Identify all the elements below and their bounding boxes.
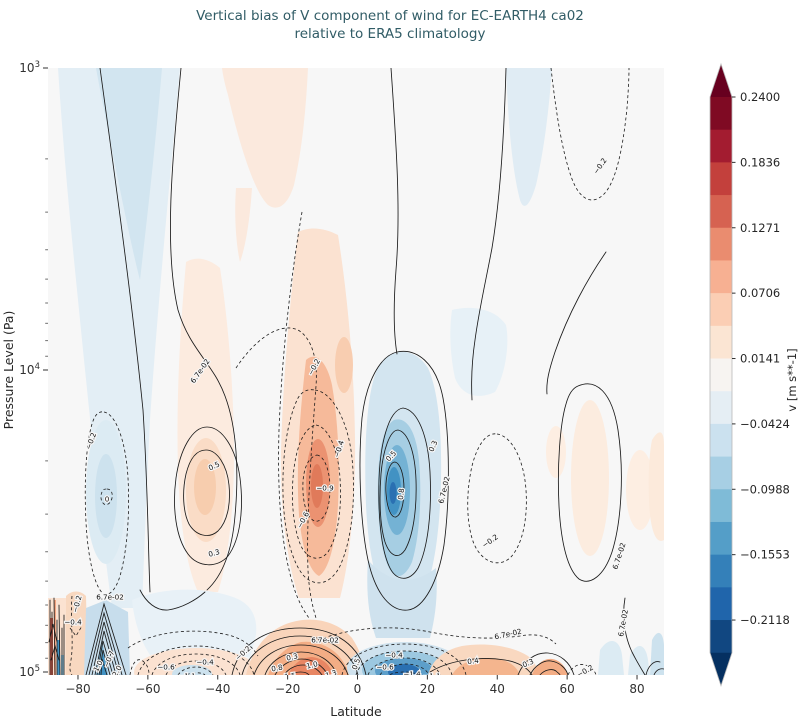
x-tick-label: 0: [354, 682, 362, 696]
x-tick-label: 60: [559, 682, 574, 696]
colorbar-segment: [710, 129, 732, 163]
x-tick-label: −80: [65, 682, 90, 696]
colorbar-segment: [710, 325, 732, 360]
colorbar-tick-label: 0.0706: [740, 286, 780, 300]
chart-title-line1: Vertical bias of V component of wind for…: [196, 8, 584, 24]
colorbar-segment: [710, 587, 732, 621]
contour-label: 0.4: [467, 656, 480, 667]
contour-label: −0.4: [64, 618, 82, 627]
colorbar-tick-label: −0.2118: [740, 613, 790, 627]
colorbar-tick-label: 0.1836: [740, 155, 780, 169]
x-tick-label: 80: [629, 682, 644, 696]
colorbar-label: v [m s**-1]: [785, 348, 799, 411]
x-tick-label: −40: [205, 682, 230, 696]
y-tick-label: 105: [19, 664, 40, 679]
filled-contours: [48, 68, 664, 675]
x-tick-label: −20: [275, 682, 300, 696]
contour-label: 6.7e-02: [311, 636, 339, 645]
colorbar-tick-label: −0.1553: [740, 548, 790, 562]
colorbar-tick-label: −0.0424: [740, 417, 790, 431]
y-tick-label: 104: [19, 362, 40, 377]
colorbar-tick-label: 0.1271: [740, 221, 780, 235]
contour-label: 1.0: [305, 659, 319, 671]
colorbar-segment: [710, 554, 732, 588]
contour-label: 0.8: [396, 487, 406, 500]
y-tick-label: 103: [19, 60, 40, 75]
contour-label: 0.3: [285, 651, 298, 662]
y-axis: 103 104 105: [19, 60, 48, 679]
colorbar-tick-label: −0.0988: [740, 482, 790, 496]
contour-label: 1.3: [324, 668, 338, 680]
contour-label: −0.4: [385, 651, 403, 660]
colorbar-segment: [710, 293, 732, 327]
colorbar-tick-label: 0.2400: [740, 90, 780, 104]
chart-title-line2: relative to ERA5 climatology: [294, 26, 485, 42]
x-axis: −80 −60 −40 −20 0 20 40 60 80: [65, 675, 645, 696]
colorbar-outline: [709, 62, 733, 687]
contour-label: 1.5: [284, 671, 297, 682]
contour-label: −0.4: [196, 658, 214, 667]
colorbar-segment: [710, 620, 732, 654]
contour-lines: [48, 68, 664, 675]
colorbar-segment: [710, 358, 732, 392]
colorbar-arrow-bottom: [710, 652, 732, 686]
contour-label: 0: [105, 495, 110, 504]
colorbar-segment: [710, 195, 732, 229]
colorbar-tick-label: 0.0141: [740, 352, 780, 366]
contour-label: −1.4: [403, 670, 421, 679]
colorbar-segment: [710, 423, 732, 458]
x-tick-label: −60: [135, 682, 160, 696]
colorbar-segment: [710, 391, 732, 425]
colorbar-segment: [710, 97, 732, 131]
contour-label: −0.9: [316, 484, 334, 493]
contour-label: 6.7e-02: [96, 593, 124, 602]
colorbar-segment: [710, 521, 732, 556]
contour-label: −1.1: [423, 672, 440, 681]
colorbar-segment: [710, 227, 732, 261]
contour-label: 0.8: [271, 663, 284, 674]
contour-label: −0.6: [157, 663, 175, 672]
y-axis-label: Pressure Level (Pa): [1, 311, 16, 430]
x-tick-label: 40: [490, 682, 505, 696]
colorbar-segment: [710, 489, 732, 523]
colorbar-segment: [710, 162, 732, 196]
contour-label: −1.1: [178, 672, 195, 681]
contour-label: −0.6: [376, 663, 394, 672]
colorbar-segment: [710, 260, 732, 294]
colorbar-arrow-top: [710, 64, 732, 97]
plot-area: −0.200.50.36.7e-02 −0.2−0.4−0.9−0.60.50.3…: [48, 68, 664, 682]
contour-label: 0.3: [207, 547, 220, 559]
colorbar-segment: [710, 456, 732, 490]
x-tick-label: 20: [420, 682, 435, 696]
colorbar: 0.2400 0.1836 0.1271 0.0706 0.0141 −0.0424 −0.…: [709, 62, 790, 687]
x-axis-label: Latitude: [330, 704, 382, 719]
